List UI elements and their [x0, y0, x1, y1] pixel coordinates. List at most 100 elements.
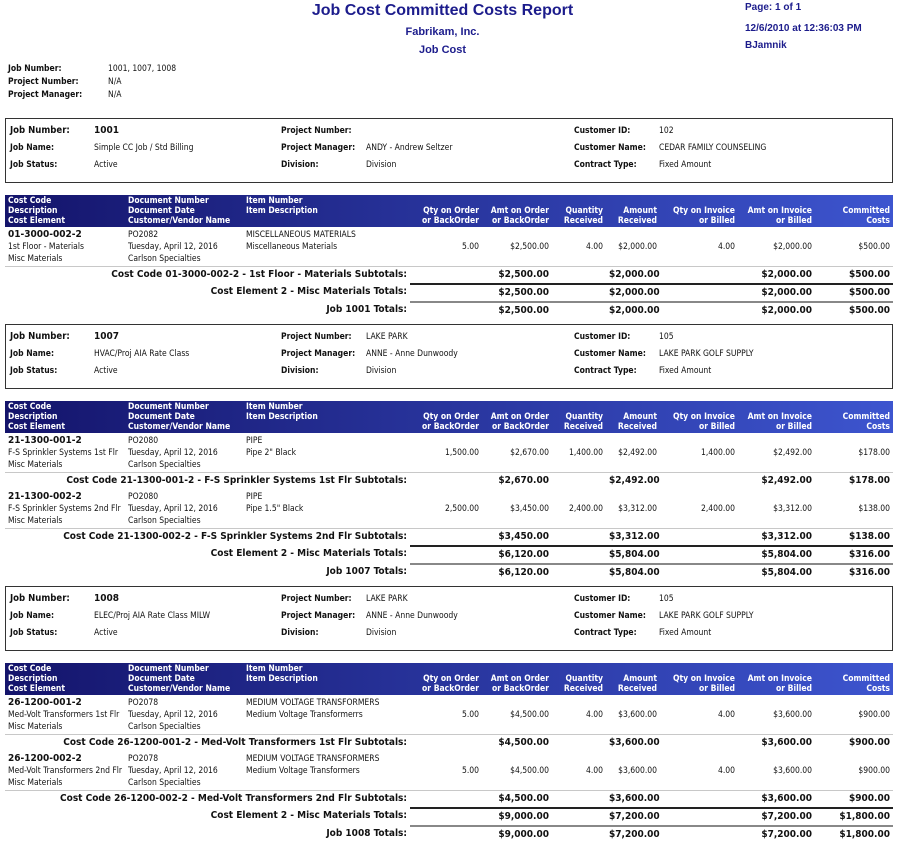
amt-invoice-value: $2,000.00 [773, 242, 812, 252]
cost-element: Misc Materials [8, 516, 63, 526]
cost-code-cell: 01-3000-002-2 1st Floor - Materials Misc M… [5, 227, 125, 267]
job-info-label: Job Number: [10, 331, 70, 342]
amt-received-total: $2,000.00 [606, 301, 660, 319]
job-info-project-manager: ANDY - Andrew Seltzer [366, 143, 453, 153]
amt-order-value: $4,500.00 [510, 766, 549, 776]
qty-order-total [410, 734, 482, 751]
document-number: PO2080 [128, 436, 159, 446]
job-info-label: Project Manager: [281, 143, 356, 153]
filter-project-manager: Project Manager: N/A [8, 89, 176, 102]
job-info-customer-name: LAKE PARK GOLF SUPPLY [659, 611, 754, 621]
totals-label: Job 1008 Totals: [326, 828, 407, 839]
column-header-line: Description [8, 412, 58, 422]
vendor-name: Carlson Specialties [128, 254, 201, 264]
amt-order-total: $4,500.00 [482, 790, 552, 808]
job-info-label: Contract Type: [574, 160, 637, 170]
column-header-line: or Billed [775, 422, 812, 432]
column-header-line: Qty on Order [423, 674, 479, 684]
job-info-box: Job Number: 1001 Job Name: Simple CC Job / … [5, 118, 893, 183]
amt-order-total: $4,500.00 [482, 734, 552, 751]
amt-invoice-value: $3,600.00 [773, 766, 812, 776]
cost-code-detail-row: 26-1200-001-2 Med-Volt Transformers 1st F… [5, 695, 893, 735]
column-header-line: Cost Element [8, 422, 66, 432]
column-header-amt-order: Amt on Order or BackOrder [482, 401, 552, 433]
qty-received-cell: 4.00 [552, 227, 606, 267]
job-info-division: Division [366, 628, 397, 638]
report-filters: Job Number: 1001, 1007, 1008 Project Numb… [8, 63, 176, 102]
cost-code-description: Med-Volt Transformers 1st Flr [8, 710, 120, 720]
column-header-line: Received [563, 216, 603, 226]
column-header-line: Qty on Invoice [672, 674, 735, 684]
column-header-line: Cost Code [8, 402, 52, 412]
qty-received-total [552, 825, 606, 843]
column-header-c1: Cost Code Description Cost Element [5, 663, 125, 695]
qty-order-total [410, 825, 482, 843]
qty-invoice-cell: 4.00 [660, 227, 738, 267]
column-header-amt-order: Amt on Order or BackOrder [482, 195, 552, 227]
committed-total: $316.00 [815, 563, 893, 581]
item-description: Medium Voltage Transformerrs [246, 710, 363, 720]
column-header-row: Cost Code Description Cost Element Document… [5, 195, 893, 227]
job-info-label: Job Status: [10, 160, 58, 170]
qty-invoice-total [660, 472, 738, 489]
column-header-qty-order: Qty on Order or BackOrder [410, 401, 482, 433]
qty-received-value: 4.00 [585, 710, 603, 720]
document-cell: PO2078 Tuesday, April 12, 2016 Carlson Spe… [125, 695, 243, 735]
amt-received-cell: $3,600.00 [606, 695, 660, 735]
column-header-amt-received: Amount Received [606, 401, 660, 433]
cost-table: Cost Code Description Cost Element Document… [5, 401, 893, 581]
job-info-job-status: Active [94, 366, 118, 376]
column-header-line: Document Date [128, 412, 195, 422]
document-cell: PO2078 Tuesday, April 12, 2016 Carlson Spe… [125, 751, 243, 791]
amt-order-value: $4,500.00 [510, 710, 549, 720]
column-header-line: Qty on Invoice [672, 412, 735, 422]
column-header-line: Item Number [246, 402, 303, 412]
amt-order-total: $6,120.00 [482, 563, 552, 581]
company-name: Fabrikam, Inc. [405, 26, 480, 38]
job-info-label: Division: [281, 628, 319, 638]
amt-received-value: $3,600.00 [618, 710, 657, 720]
qty-invoice-total [660, 545, 738, 564]
cost-code-cell: 26-1200-002-2 Med-Volt Transformers 2nd F… [5, 751, 125, 791]
amt-invoice-total: $2,000.00 [738, 301, 815, 319]
cost-element: Misc Materials [8, 254, 63, 264]
qty-received-total [552, 472, 606, 489]
committed-total: $1,800.00 [815, 807, 893, 826]
committed-cell: $900.00 [815, 695, 893, 735]
qty-invoice-value: 4.00 [717, 766, 735, 776]
qty-received-cell: 4.00 [552, 695, 606, 735]
amt-order-total: $9,000.00 [482, 807, 552, 826]
cost-code-detail-row: 21-1300-002-2 F-S Sprinkler Systems 2nd F… [5, 489, 893, 529]
qty-order-cell: 2,500.00 [410, 489, 482, 529]
qty-received-total [552, 734, 606, 751]
qty-received-total [552, 283, 606, 302]
column-header-c3: Item Number Item Description [243, 401, 410, 433]
amt-received-total: $5,804.00 [606, 563, 660, 581]
amt-invoice-total: $3,312.00 [738, 528, 815, 546]
job-info-contract-type: Fixed Amount [659, 160, 712, 170]
amt-invoice-value: $3,600.00 [773, 710, 812, 720]
column-header-line: Item Number [246, 664, 303, 674]
totals-label: Cost Code 01-3000-002-2 - 1st Floor - Ma… [5, 266, 410, 284]
column-header-qty-invoice: Qty on Invoice or Billed [660, 195, 738, 227]
job-info-project-number: LAKE PARK [366, 332, 408, 342]
column-header-line: or BackOrder [422, 422, 479, 432]
column-header-line: Qty on Order [423, 412, 479, 422]
cost-element: Misc Materials [8, 778, 63, 788]
column-header-amt-received: Amount Received [606, 195, 660, 227]
qty-received-value: 2,400.00 [568, 504, 603, 514]
column-header-line: or Billed [698, 422, 735, 432]
job-info-label: Customer ID: [574, 594, 631, 604]
committed-total: $178.00 [815, 472, 893, 489]
job-info-label: Customer ID: [574, 126, 631, 136]
totals-label: Cost Element 2 - Misc Materials Totals: [210, 286, 407, 297]
qty-invoice-total [660, 266, 738, 284]
cost-element: Misc Materials [8, 460, 63, 470]
column-header-line: Received [617, 216, 657, 226]
column-header-qty-received: Quantity Received [552, 663, 606, 695]
amt-invoice-total: $2,000.00 [738, 283, 815, 302]
column-header-line: Amt on Order [490, 412, 549, 422]
column-header-line: Document Number [128, 402, 209, 412]
column-header-line: Cost Code [8, 664, 52, 674]
job-info-label: Job Name: [10, 349, 55, 359]
